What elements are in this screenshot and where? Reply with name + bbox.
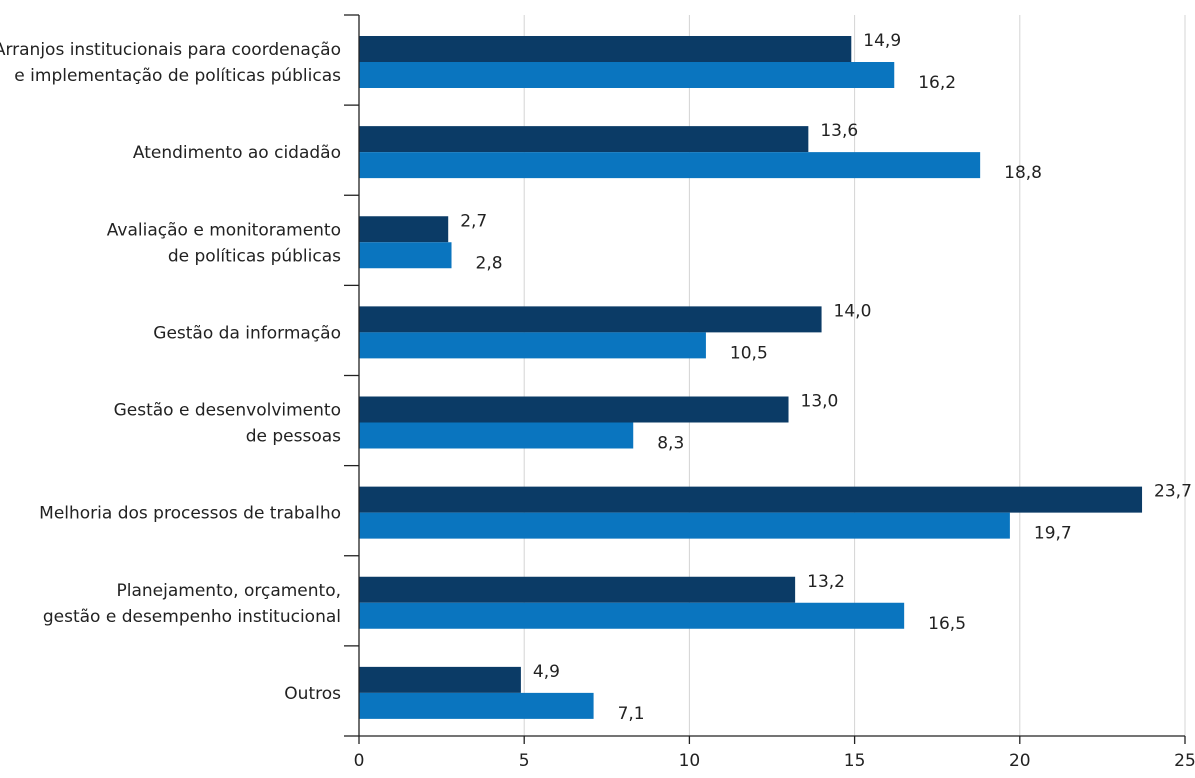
x-tick-label: 25 bbox=[1174, 751, 1195, 771]
category-label: Gestão e desenvolvimento bbox=[114, 401, 341, 421]
category-label: Gestão da informação bbox=[153, 323, 341, 343]
axes bbox=[344, 14, 1186, 744]
data-label: 4,9 bbox=[533, 662, 560, 682]
category-label: Avaliação e monitoramento bbox=[107, 220, 341, 240]
bar-series-1 bbox=[359, 216, 449, 243]
bar-series-2 bbox=[359, 332, 706, 359]
data-label: 19,7 bbox=[1034, 524, 1072, 544]
data-label: 16,2 bbox=[918, 73, 956, 93]
bar-series-2 bbox=[359, 692, 594, 719]
x-tick-label: 20 bbox=[1009, 751, 1031, 771]
data-label: 14,0 bbox=[834, 301, 872, 321]
category-label: Arranjos institucionais para coordenação bbox=[0, 40, 341, 60]
data-label: 16,5 bbox=[928, 614, 966, 634]
category-label: Planejamento, orçamento, bbox=[117, 581, 341, 601]
bar-series-1 bbox=[359, 486, 1143, 513]
bar-series-1 bbox=[359, 396, 789, 423]
x-tick-label: 0 bbox=[354, 751, 365, 771]
data-label: 23,7 bbox=[1154, 482, 1192, 502]
data-label: 2,8 bbox=[476, 253, 503, 273]
data-label: 8,3 bbox=[657, 434, 684, 454]
category-label: Outros bbox=[284, 684, 341, 704]
bar-series-1 bbox=[359, 306, 822, 333]
bar-series-2 bbox=[359, 512, 1010, 539]
bar-series-2 bbox=[359, 242, 452, 269]
category-label: gestão e desempenho institucional bbox=[43, 607, 341, 627]
category-label: e implementação de políticas públicas bbox=[14, 66, 341, 86]
category-label: Atendimento ao cidadão bbox=[133, 143, 341, 163]
data-label: 18,8 bbox=[1004, 163, 1042, 183]
bars bbox=[359, 36, 1143, 719]
x-tick-label: 5 bbox=[519, 751, 530, 771]
bar-series-2 bbox=[359, 62, 895, 88]
bar-series-1 bbox=[359, 36, 852, 62]
category-label: Melhoria dos processos de trabalho bbox=[39, 504, 341, 524]
bar-series-1 bbox=[359, 576, 796, 603]
bar-series-2 bbox=[359, 602, 905, 629]
data-label: 14,9 bbox=[863, 31, 901, 51]
data-label: 13,6 bbox=[820, 121, 858, 141]
labels: 14,9 16,2 Arranjos institucionais para coo… bbox=[0, 31, 1195, 771]
bar-series-2 bbox=[359, 422, 634, 449]
bar-series-1 bbox=[359, 126, 809, 153]
bar-series-1 bbox=[359, 666, 521, 693]
x-tick-label: 10 bbox=[679, 751, 701, 771]
data-label: 13,2 bbox=[807, 572, 845, 592]
data-label: 2,7 bbox=[460, 211, 487, 231]
data-label: 10,5 bbox=[730, 343, 768, 363]
category-label: de políticas públicas bbox=[168, 246, 341, 266]
bar-series-2 bbox=[359, 152, 981, 179]
category-label: de pessoas bbox=[246, 427, 341, 447]
data-label: 7,1 bbox=[618, 704, 645, 724]
x-tick-label: 15 bbox=[844, 751, 866, 771]
data-label: 13,0 bbox=[801, 392, 839, 412]
